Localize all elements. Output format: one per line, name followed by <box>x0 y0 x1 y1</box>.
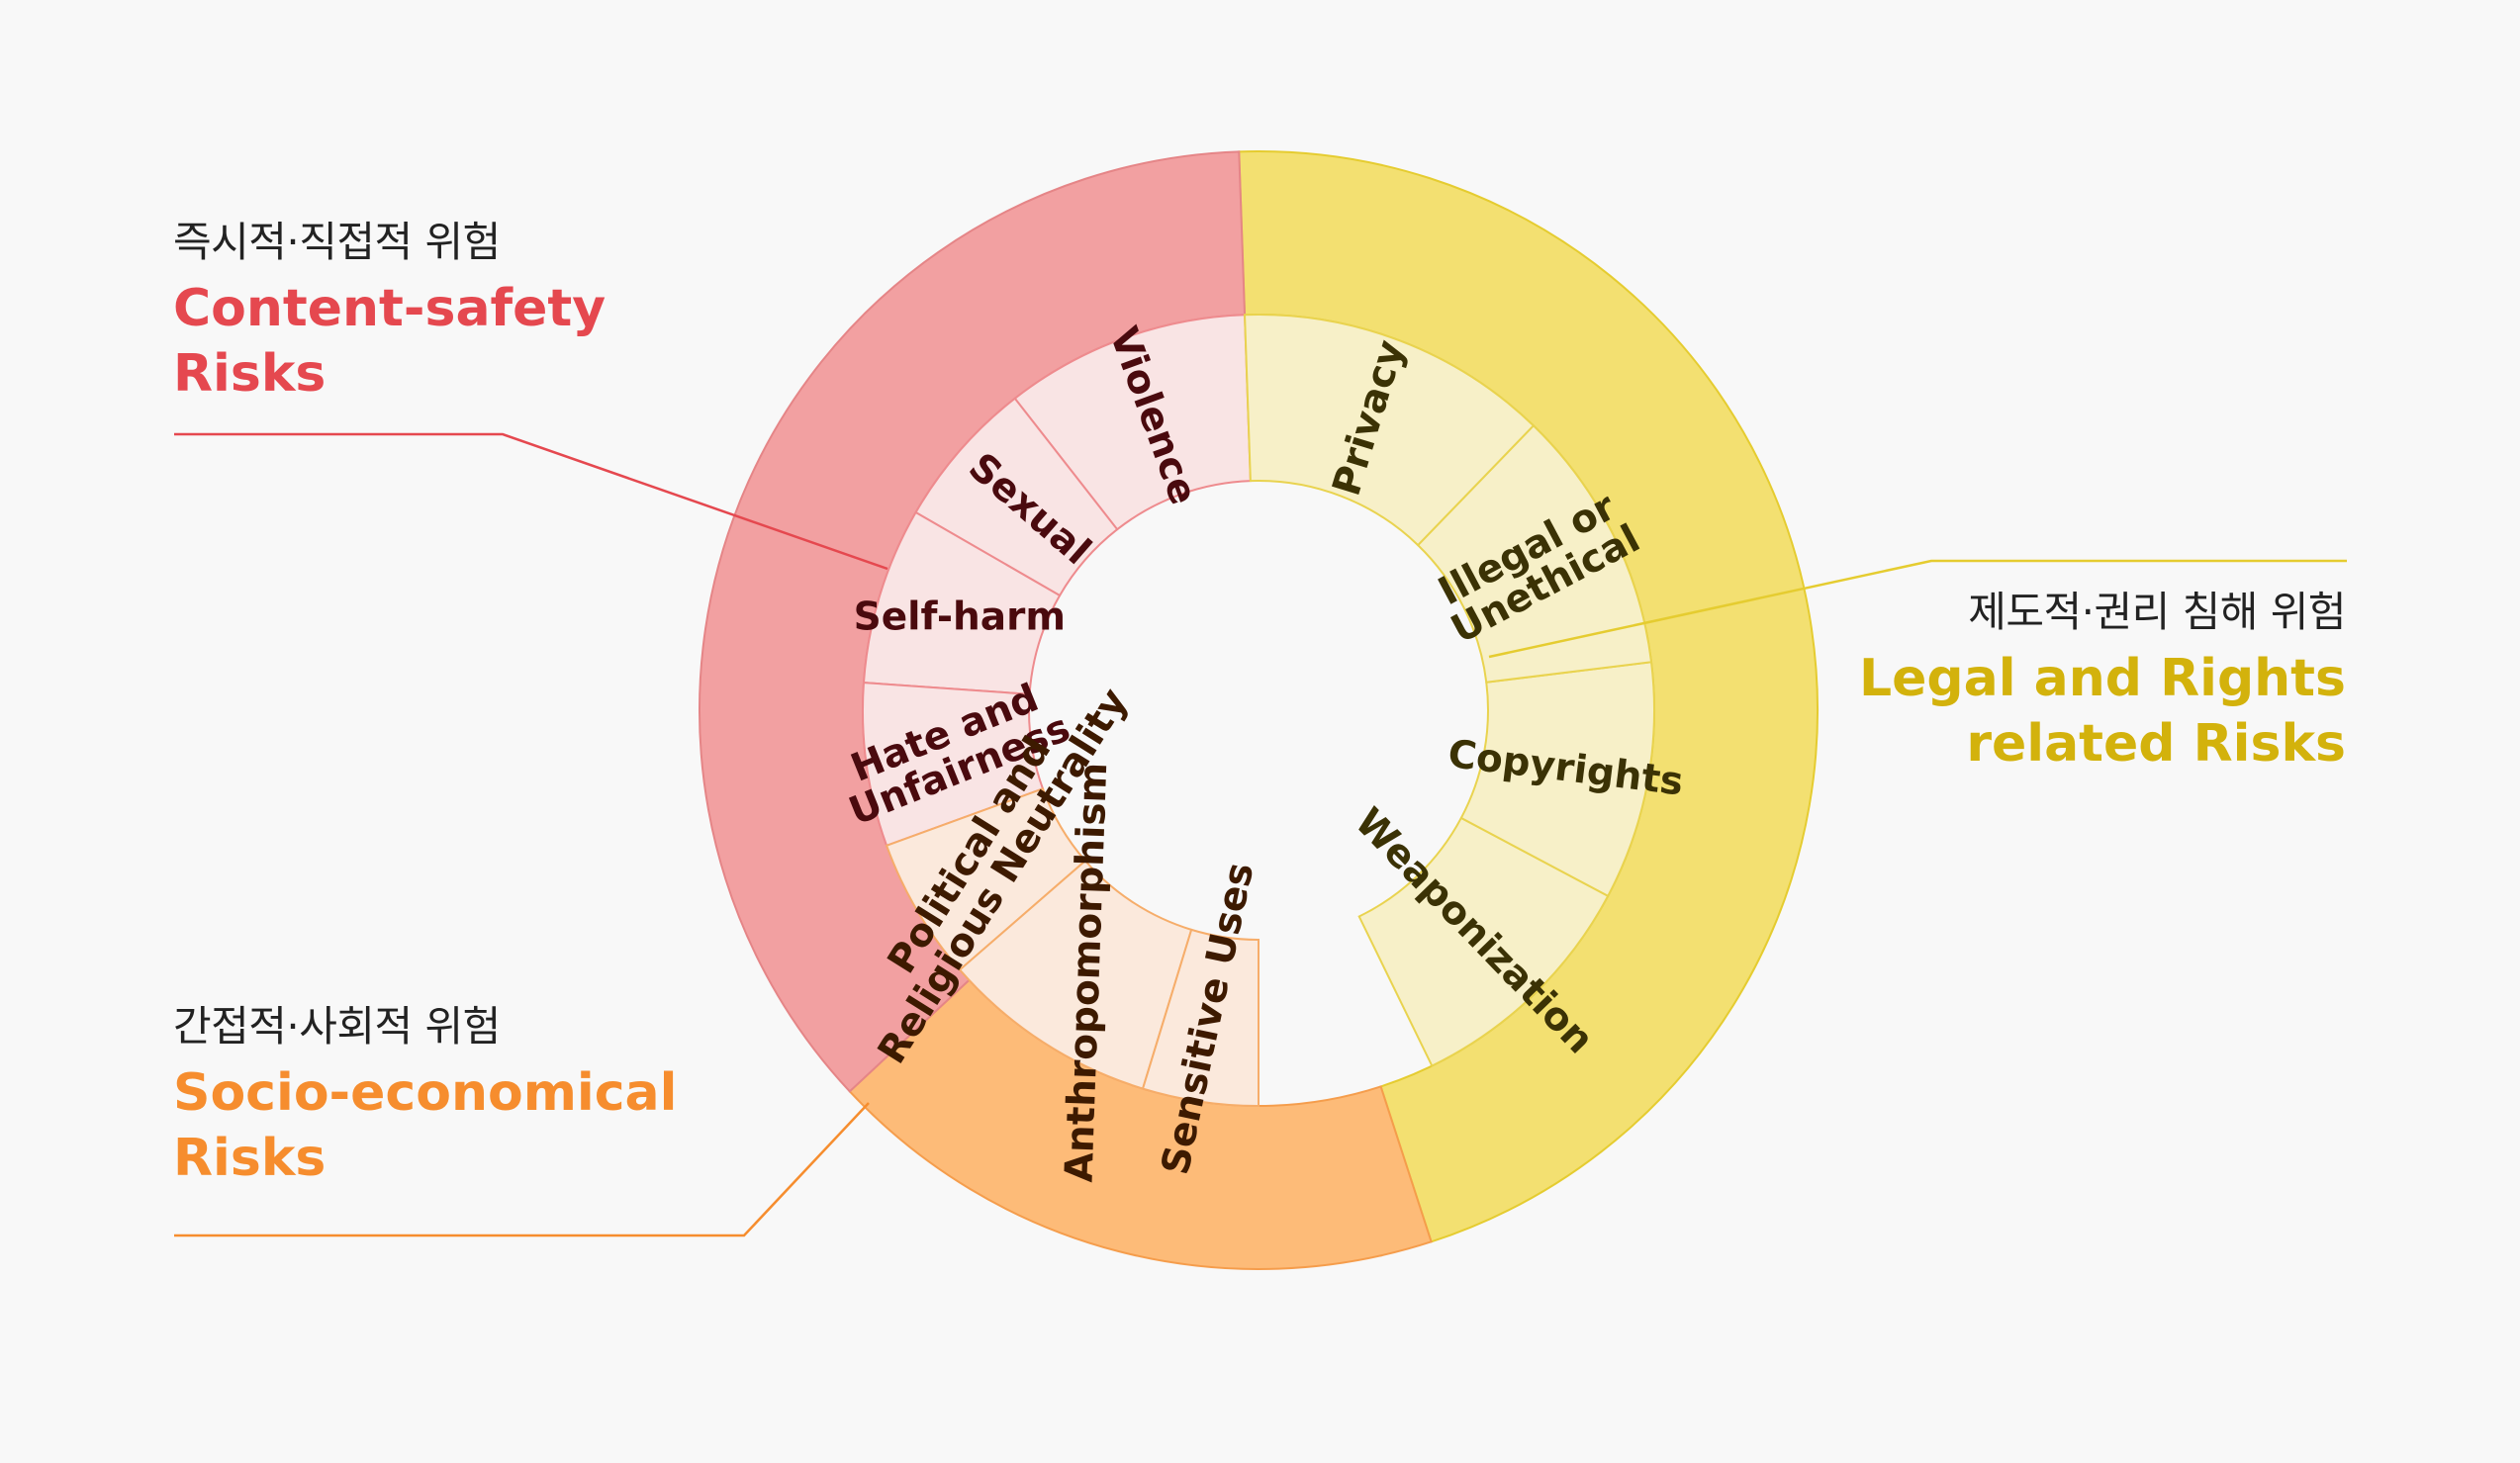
legal-rights-leader-line <box>1488 559 2347 659</box>
segment-anthropomorphism <box>958 859 1193 1090</box>
content-safety-subtitle: 즉시적·직접적 위험 <box>173 218 501 266</box>
socio-economical-title-line-1: Socio-economical <box>173 1063 678 1124</box>
segment-political-and-religious-neutrality <box>885 787 1087 971</box>
segment-label-line: Self-harm <box>854 594 1066 639</box>
segment-privacy <box>1244 314 1536 547</box>
socio-economical-title-line-2: Risks <box>173 1128 327 1188</box>
legal-rights-subtitle: 제도적·권리 침해 위험 <box>1968 588 2346 636</box>
segment-copyrights <box>1459 661 1656 898</box>
segment-sexual <box>914 397 1119 597</box>
content-safety-label: 즉시적·직접적 위험 Content-safety Risks <box>173 218 727 407</box>
socio-economical-subtitle: 간접적·사회적 위험 <box>173 1002 501 1051</box>
content-safety-title-line-2: Risks <box>173 343 327 404</box>
legal-rights-title-line-1: Legal and Rights <box>1859 649 2346 709</box>
segment-weaponization <box>1357 816 1610 1067</box>
content-safety-leader-line <box>174 432 888 571</box>
segment-self-harm <box>862 510 1062 695</box>
legal-rights-label: 제도적·권리 침해 위험 Legal and Rights related Ri… <box>1713 588 2347 777</box>
socio-economical-label: 간접적·사회적 위험 Socio-economical Risks <box>173 1002 787 1191</box>
content-safety-title-line-1: Content-safety <box>173 279 607 339</box>
socio-economical-leader-line <box>174 1102 870 1237</box>
segment-sensitive-uses <box>1141 928 1260 1108</box>
segment-label-self-harm: Self-harm <box>854 594 1066 639</box>
segment-illegal-or-unethical <box>1416 423 1653 684</box>
content-safety-title: Content-safety Risks <box>173 277 727 407</box>
legal-rights-title-line-2: related Risks <box>1966 713 2346 774</box>
legal-rights-title: Legal and Rights related Risks <box>1713 647 2346 777</box>
socio-economical-title: Socio-economical Risks <box>173 1061 787 1191</box>
